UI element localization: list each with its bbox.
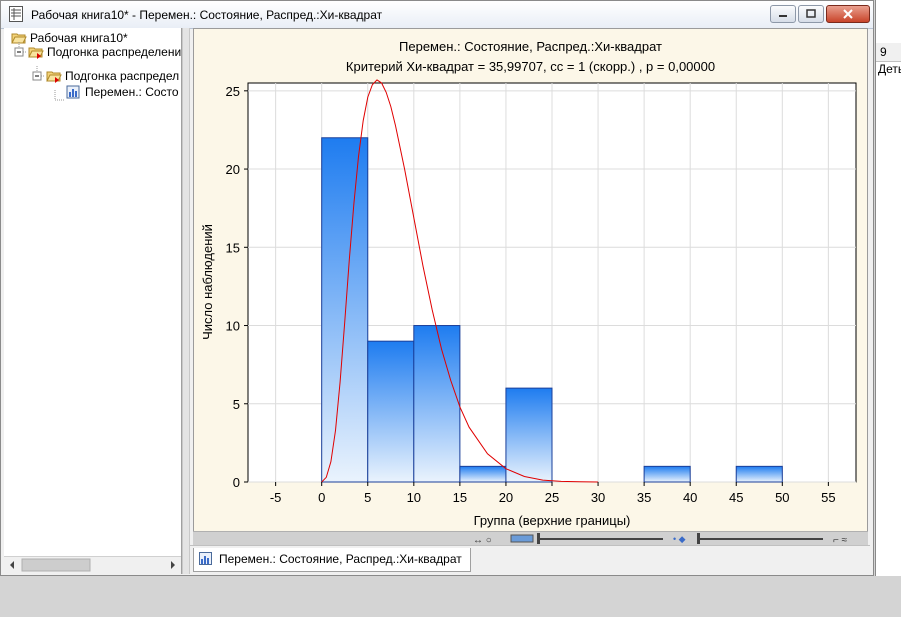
tree-lines: [14, 42, 64, 101]
x-tick-label: 15: [453, 490, 467, 505]
maximize-icon: [806, 9, 816, 18]
svg-text:↔ ○: ↔ ○: [473, 535, 492, 546]
minimize-icon: [779, 15, 787, 17]
x-tick-label: 35: [637, 490, 651, 505]
folder-report-icon: [28, 47, 44, 59]
graph-doc-icon: [199, 552, 212, 565]
x-tick-label: -5: [270, 490, 282, 505]
sidebar-scrollbar[interactable]: [4, 556, 181, 574]
background-spreadsheet[interactable]: 9 Деть: [875, 0, 901, 576]
histogram-bar: [505, 387, 553, 483]
y-tick-label: 5: [233, 397, 240, 412]
y-axis-label: Число наблюдений: [200, 224, 215, 340]
x-tick-label: 30: [591, 490, 605, 505]
histogram-bar: [367, 340, 415, 483]
y-tick-label: 10: [226, 319, 240, 334]
svg-text:⌐ ≈: ⌐ ≈: [833, 535, 848, 546]
tab-graph[interactable]: Перемен.: Состояние, Распред.:Хи-квадрат: [193, 548, 471, 572]
fit-curve: [321, 79, 599, 483]
x-tick-label: 25: [545, 490, 559, 505]
folder-report-icon: [46, 71, 62, 83]
x-tick-label: 5: [364, 490, 371, 505]
window-title: Рабочая книга10* - Перемен.: Состояние, …: [31, 8, 383, 22]
title-bar[interactable]: Рабочая книга10* - Перемен.: Состояние, …: [1, 1, 873, 29]
column-number: 9: [880, 45, 887, 59]
folder-open-icon: [11, 33, 27, 44]
x-tick-label: 10: [407, 490, 421, 505]
x-tick-label: 45: [729, 490, 743, 505]
tree-label: Подгонка распределени: [47, 45, 182, 59]
maximize-button[interactable]: [798, 5, 824, 23]
histogram-bar: [321, 137, 369, 483]
column-header[interactable]: [876, 43, 901, 62]
close-icon: [843, 9, 853, 19]
document-tabs: Перемен.: Состояние, Распред.:Хи-квадрат: [190, 545, 870, 575]
column-caption: Деть: [878, 62, 901, 76]
tree-label: Рабочая книга10*: [30, 31, 128, 45]
x-tick-label: 40: [683, 490, 697, 505]
tab-label: Перемен.: Состояние, Распред.:Хи-квадрат: [219, 552, 462, 566]
histogram-bar: [413, 325, 461, 483]
graph-toolbar-controls: ↔ ○ • ◆ ⌐ ≈: [473, 533, 848, 546]
tree-item-workbook[interactable]: Рабочая книга10*: [11, 31, 128, 45]
graph-toolbar[interactable]: ↔ ○ • ◆ ⌐ ≈: [193, 531, 868, 546]
chart-subtitle: Критерий Хи-квадрат = 35,99707, сс = 1 (…: [345, 59, 716, 74]
svg-text:• ◆: • ◆: [673, 534, 686, 544]
histogram-bar: [643, 465, 691, 483]
close-button[interactable]: [826, 5, 870, 23]
tree-label: Перемен.: Состо: [85, 85, 179, 99]
y-tick-label: 0: [233, 475, 240, 490]
histogram-bar: [459, 465, 507, 483]
pane-splitter[interactable]: [182, 28, 190, 574]
chart-title: Перемен.: Состояние, Распред.:Хи-квадрат: [399, 39, 662, 54]
tree-item-graph[interactable]: Перемен.: Состо: [66, 85, 179, 99]
bars: [321, 137, 783, 483]
workbook-tree[interactable]: Рабочая книга10* Подгонка распределени П…: [4, 28, 182, 574]
axis-ticks: -5 0 5 10 15 20 25 30 35 40 45 50 55 0 5 10 15 20 25: [226, 84, 836, 505]
histogram-chart: -5 0 5 10 15 20 25 30 35 40 45 50 55 0 5 10 15 20 25 Групп…: [200, 79, 857, 528]
y-tick-label: 20: [226, 162, 240, 177]
minimize-button[interactable]: [770, 5, 796, 23]
workbook-window: Рабочая книга10* - Перемен.: Состояние, …: [0, 0, 874, 576]
x-axis-label: Группа (верхние границы): [474, 513, 631, 528]
tree-item-fit-1[interactable]: Подгонка распределени: [28, 45, 181, 59]
x-tick-label: 20: [499, 490, 513, 505]
y-tick-label: 25: [226, 84, 240, 99]
tree-item-fit-2[interactable]: Подгонка распредел: [46, 69, 179, 83]
scrollbar-arrows: [10, 558, 175, 572]
y-tick-label: 15: [226, 240, 240, 255]
x-tick-label: 50: [775, 490, 789, 505]
graph-window: Перемен.: Состояние, Распред.:Хи-квадрат…: [193, 28, 868, 545]
histogram-bar: [735, 465, 783, 483]
x-tick-label: 0: [318, 490, 325, 505]
tree-label: Подгонка распредел: [65, 69, 180, 83]
graph-doc-icon: [66, 85, 80, 99]
workbook-icon: [9, 6, 23, 22]
x-tick-label: 55: [821, 490, 835, 505]
